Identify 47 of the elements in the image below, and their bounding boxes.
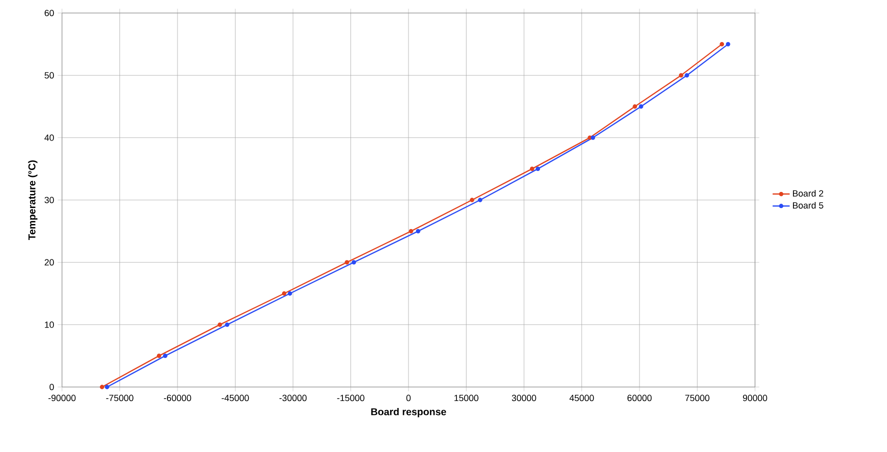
point <box>416 228 420 234</box>
point <box>352 260 356 265</box>
point <box>288 291 292 296</box>
point <box>344 260 350 265</box>
y-tick-label: 40 <box>44 134 54 141</box>
y-axis-title: Temperature (°C) <box>28 160 38 240</box>
x-tick-label: -60000 <box>164 394 192 402</box>
point <box>104 384 110 390</box>
y-tick-label: 30 <box>44 196 54 204</box>
x-tick-label: -45000 <box>222 394 249 402</box>
point <box>678 73 684 78</box>
x-tick-label: 0 <box>406 394 411 402</box>
point <box>726 42 730 46</box>
point <box>638 104 644 109</box>
x-tick-label: 60000 <box>627 394 652 402</box>
point <box>530 166 534 172</box>
legend-label: Board 2 <box>792 190 824 197</box>
point <box>632 104 638 109</box>
x-tick-label: -15000 <box>337 394 364 402</box>
point <box>408 228 414 234</box>
point <box>100 384 104 390</box>
legend-label: Board 5 <box>792 202 824 209</box>
y-tick-label: 20 <box>44 259 54 266</box>
point <box>218 322 222 327</box>
y-tick-label: 60 <box>44 10 54 16</box>
point <box>536 166 540 172</box>
x-tick-label: 75000 <box>685 394 710 402</box>
point <box>478 198 482 202</box>
x-tick-label: 30000 <box>512 394 536 402</box>
x-tick-label: 15000 <box>454 394 478 402</box>
point <box>590 135 596 140</box>
point <box>162 354 168 358</box>
point <box>156 354 162 358</box>
point <box>224 322 230 327</box>
y-tick-label: 0 <box>50 384 54 390</box>
point <box>684 73 690 78</box>
x-tick-label: -90000 <box>48 394 76 402</box>
x-tick-label: -30000 <box>279 394 307 402</box>
x-tick-label: 45000 <box>569 394 594 402</box>
x-axis-title: Board response <box>371 408 446 418</box>
y-tick-label: 50 <box>44 72 54 79</box>
point <box>720 42 724 46</box>
x-tick-label: 90000 <box>742 394 768 402</box>
x-tick-label: -75000 <box>106 394 134 402</box>
point <box>282 291 286 296</box>
y-tick-label: 10 <box>44 321 54 328</box>
point <box>470 198 474 202</box>
